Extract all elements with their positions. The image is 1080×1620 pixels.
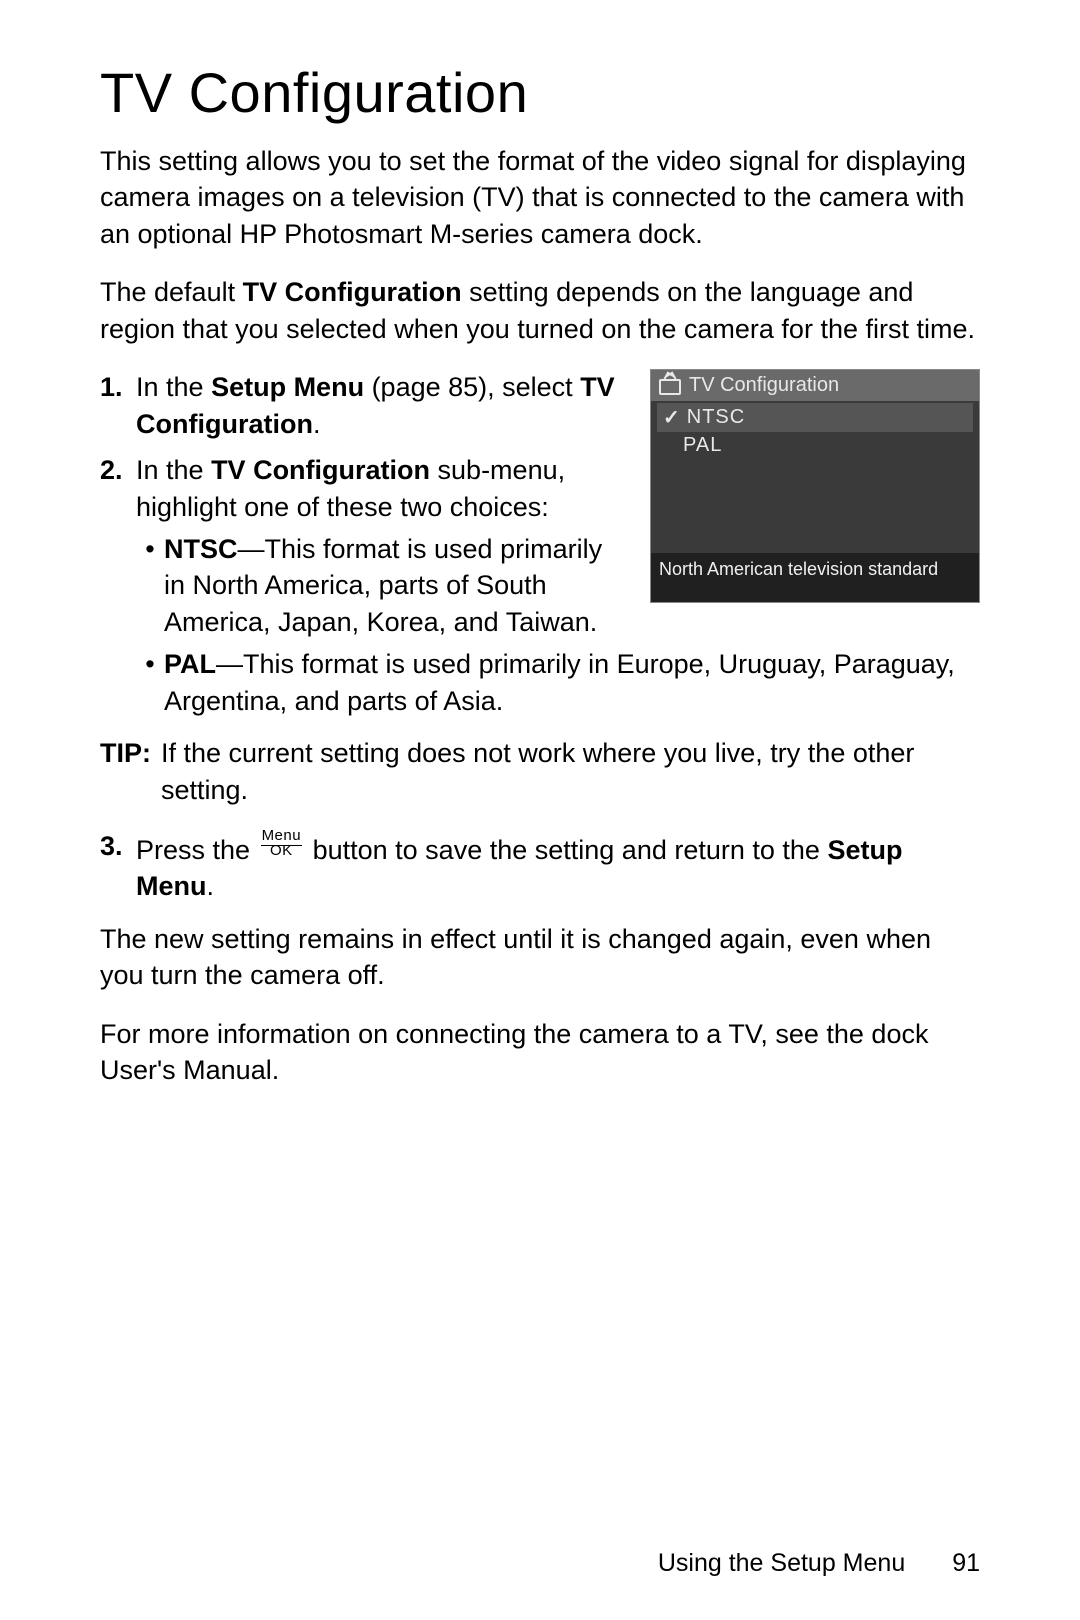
bullet-icon: • xyxy=(136,646,164,719)
list-number: 2. xyxy=(100,452,136,525)
closing-paragraph-2: For more information on connecting the c… xyxy=(100,1016,980,1089)
fig-title: TV Configuration xyxy=(689,374,839,397)
tip-label: TIP: xyxy=(100,735,161,808)
step-content: Press the MenuOK button to save the sett… xyxy=(136,828,980,905)
text: —This format is used primarily in Europe… xyxy=(164,649,955,715)
page-number: 91 xyxy=(952,1549,980,1578)
step-1: 1. In the Setup Menu (page 85), select T… xyxy=(100,369,630,442)
tv-icon xyxy=(659,379,681,395)
fig-list: ✓ NTSC PAL xyxy=(651,401,979,553)
step-2: 2. In the TV Configuration sub-menu, hig… xyxy=(100,452,630,525)
text: In the xyxy=(136,372,211,402)
text: Press the xyxy=(136,835,258,865)
bullet-icon: • xyxy=(136,531,164,640)
list-number: 3. xyxy=(100,828,136,905)
text: . xyxy=(207,871,215,901)
footer-section: Using the Setup Menu xyxy=(658,1549,905,1577)
step-content: In the Setup Menu (page 85), select TV C… xyxy=(136,369,630,442)
fig-footer: North American television standard xyxy=(651,553,979,602)
menu-ok-icon: MenuOK xyxy=(261,828,303,858)
intro-paragraph-1: This setting allows you to set the forma… xyxy=(100,143,980,252)
text-bold: PAL xyxy=(164,649,216,679)
page-title: TV Configuration xyxy=(100,60,980,125)
tip: TIP: If the current setting does not wor… xyxy=(100,735,980,808)
bullet-content: NTSC—This format is used primarily in No… xyxy=(164,531,630,640)
fig-header: TV Configuration xyxy=(651,370,979,401)
tip-text: If the current setting does not work whe… xyxy=(161,735,980,808)
text: In the xyxy=(136,455,211,485)
text: The default xyxy=(100,277,243,307)
bullet-ntsc: • NTSC—This format is used primarily in … xyxy=(136,531,630,640)
text: (page 85), select xyxy=(364,372,580,402)
fig-item-pal: PAL xyxy=(657,432,973,459)
intro-paragraph-2: The default TV Configuration setting dep… xyxy=(100,274,980,347)
check-icon: ✓ xyxy=(663,405,681,430)
fig-item-label: NTSC xyxy=(687,406,745,429)
page-footer: Using the Setup Menu 91 xyxy=(658,1549,980,1578)
ok-label: OK xyxy=(270,841,293,859)
text-bold: NTSC xyxy=(164,534,238,564)
tv-config-screenshot: TV Configuration ✓ NTSC PAL North Americ… xyxy=(650,369,980,603)
step-content: In the TV Configuration sub-menu, highli… xyxy=(136,452,630,525)
text-bold: TV Configuration xyxy=(243,277,462,307)
text: button to save the setting and return to… xyxy=(305,835,827,865)
text-bold: Setup Menu xyxy=(211,372,364,402)
bullet-pal: • PAL—This format is used primarily in E… xyxy=(136,646,980,719)
fig-item-label: PAL xyxy=(683,434,722,457)
fig-item-ntsc: ✓ NTSC xyxy=(657,403,973,432)
step-3: 3. Press the MenuOK button to save the s… xyxy=(100,828,980,905)
text: . xyxy=(313,409,321,439)
closing-paragraph-1: The new setting remains in effect until … xyxy=(100,921,980,994)
bullet-content: PAL—This format is used primarily in Eur… xyxy=(164,646,980,719)
list-number: 1. xyxy=(100,369,136,442)
text-bold: TV Configuration xyxy=(211,455,430,485)
